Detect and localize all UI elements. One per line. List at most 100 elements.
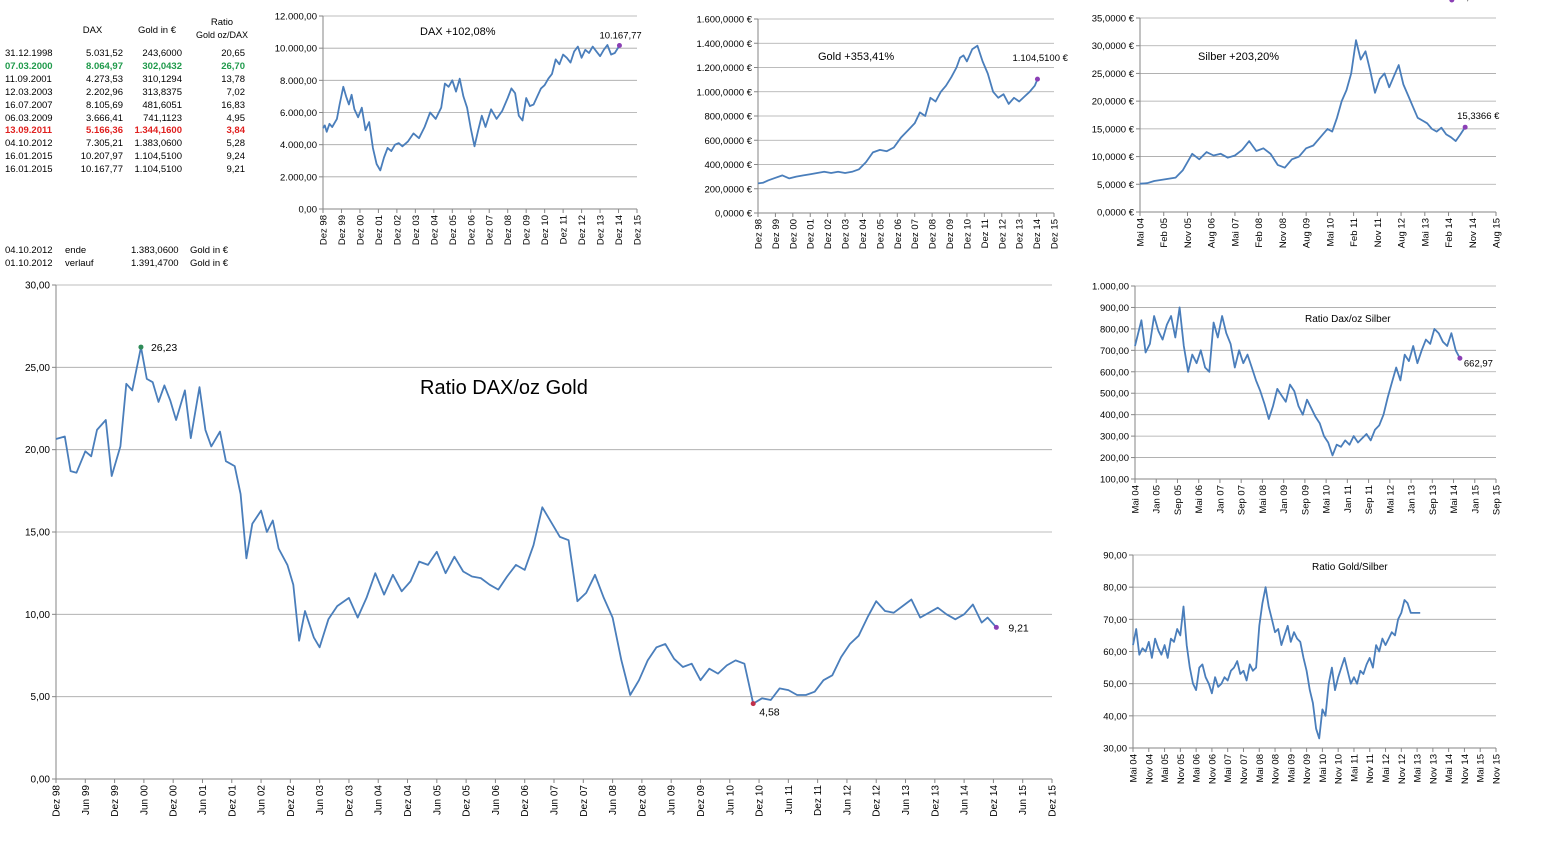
y-tick-label: 2.000,00: [280, 172, 317, 183]
y-tick-label: 12.000,00: [275, 12, 317, 23]
cell-ratio: 3,84: [226, 125, 246, 137]
y-tick-label: 800,00: [1100, 324, 1129, 335]
x-tick-label: Jun 13: [901, 785, 912, 815]
y-tick-label: 30,00: [1103, 744, 1127, 755]
x-tick-label: Mai 06: [1192, 754, 1203, 783]
y-tick-label: 0,00: [31, 775, 51, 786]
x-tick-label: Dez 00: [788, 219, 799, 249]
x-tick-label: Dez 99: [771, 219, 782, 249]
series-line: [55, 346, 997, 705]
header-dax: DAX: [82, 25, 103, 36]
x-tick-label: Jun 99: [81, 785, 92, 815]
y-tick-label: 40,00: [1103, 711, 1127, 722]
x-tick-label: Dez 06: [520, 785, 531, 817]
x-tick-label: Nov 08: [1271, 754, 1282, 784]
x-tick-label: Dez 14: [614, 215, 625, 245]
x-tick-label: Mai 14: [1444, 754, 1455, 783]
y-tick-label: 10.000,00: [275, 44, 317, 55]
x-tick-label: Nov 14: [1468, 218, 1479, 248]
x-tick-label: Aug 12: [1397, 218, 1408, 248]
cell-ratio: 16,83: [221, 99, 245, 111]
x-tick-label: Dez 06: [893, 219, 904, 249]
chart-title: Gold +353,41%: [818, 51, 894, 63]
x-tick-label: Dez 09: [696, 785, 707, 817]
x-tick-label: Nov 15: [1492, 754, 1503, 784]
data-label: 72,02: [1456, 0, 1480, 3]
x-tick-label: Dez 01: [806, 219, 817, 249]
y-tick-label: 30,0000 €: [1092, 41, 1135, 52]
table-row: 04.10.2012 7.305,21 1.383,0600 5,28: [0, 138, 255, 150]
x-tick-label: Dez 05: [462, 785, 473, 817]
y-tick-label: 0,0000 €: [1097, 208, 1135, 219]
y-tick-label: 700,00: [1100, 346, 1129, 357]
chart-dax: 0,00 2.000,00 4.000,00 6.000,00 8.000,00 10.0…: [275, 12, 644, 246]
y-tick-label: 800,0000 €: [704, 112, 752, 123]
cell-ratio: 13,78: [221, 73, 245, 85]
x-tick-label: Jun 15: [1018, 785, 1029, 815]
cell-gold: 302,0432: [142, 60, 182, 72]
x-tick-label: Mai 13: [1413, 754, 1424, 783]
x-tick-label: Sep 09: [1300, 485, 1311, 515]
x-tick-label: Dez 02: [286, 785, 297, 817]
x-tick-label: Jun 00: [139, 785, 150, 815]
y-tick-label: 600,00: [1100, 367, 1129, 378]
series-line: [1139, 39, 1466, 185]
note-label: ende: [65, 245, 87, 256]
x-tick-label: Mai 14: [1449, 485, 1460, 514]
x-tick-label: Dez 15: [1050, 219, 1061, 249]
x-tick-label: Dez 12: [872, 785, 883, 817]
y-tick-label: 15,0000 €: [1092, 124, 1135, 135]
table-row: 12.03.2003 2.202,96 313,8375 7,02: [0, 87, 255, 99]
y-tick-label: 400,00: [1100, 410, 1129, 421]
x-tick-label: Dez 12: [997, 219, 1008, 249]
data-label: 10.167,77: [599, 30, 641, 41]
x-tick-label: Mai 07: [1230, 218, 1241, 247]
x-tick-label: Mai 08: [1258, 485, 1269, 514]
x-tick-label: Jan 07: [1215, 485, 1226, 514]
cell-gold: 741,1123: [143, 112, 182, 124]
x-tick-label: Dez 13: [1015, 219, 1026, 249]
x-tick-label: Mai 04: [1136, 218, 1147, 247]
x-tick-label: Nov 13: [1428, 754, 1439, 784]
note-row: 01.10.2012 verlauf 1.391,4700 Gold in €: [0, 258, 240, 270]
table-row: 16.07.2007 8.105,69 481,6051 16,83: [0, 100, 255, 112]
data-label: 4,58: [759, 707, 780, 719]
x-tick-label: Feb 14: [1444, 218, 1455, 248]
note-date: 04.10.2012: [5, 245, 53, 256]
x-tick-label: Nov 06: [1207, 754, 1218, 784]
data-marker: [138, 344, 144, 350]
cell-date: 11.09.2001: [5, 73, 52, 85]
x-tick-label: Nov 11: [1365, 754, 1376, 783]
x-tick-label: Dez 98: [319, 215, 330, 245]
cell-dax: 3.666,41: [86, 112, 123, 124]
cell-dax: 5.031,52: [86, 48, 123, 59]
cell-date: 16.01.2015: [5, 151, 53, 163]
y-tick-label: 20,00: [25, 445, 50, 456]
y-tick-label: 25,0000 €: [1092, 69, 1135, 80]
x-tick-label: Dez 07: [579, 785, 590, 817]
x-tick-label: Jun 11: [784, 785, 795, 815]
x-tick-label: Sep 15: [1492, 485, 1503, 515]
note-unit: Gold in €: [190, 245, 229, 256]
y-tick-label: 5,0000 €: [1097, 180, 1135, 191]
x-tick-label: Feb 05: [1159, 218, 1170, 248]
y-tick-label: 30,00: [25, 281, 50, 292]
cell-gold: 1.383,0600: [134, 138, 182, 150]
cell-gold: 243,6000: [142, 48, 182, 59]
data-label: 26,23: [151, 342, 177, 354]
cell-ratio: 9,21: [226, 164, 246, 176]
x-tick-label: Mai 10: [1318, 754, 1329, 783]
x-tick-label: Jun 10: [725, 785, 736, 815]
x-tick-label: Sep 11: [1364, 485, 1375, 514]
cell-ratio: 4,95: [226, 112, 246, 124]
x-tick-label: Dez 15: [633, 215, 644, 245]
y-tick-label: 80,00: [1103, 583, 1127, 594]
x-tick-label: Dez 14: [989, 785, 1000, 817]
y-tick-label: 200,00: [1100, 453, 1129, 464]
x-tick-label: Jun 09: [667, 785, 678, 815]
x-tick-label: Dez 08: [928, 219, 939, 249]
x-tick-label: Nov 11: [1373, 218, 1384, 247]
data-table: DAX Gold in € Ratio Gold oz/DAX 31.12.19…: [0, 0, 260, 280]
x-tick-label: Sep 13: [1428, 485, 1439, 515]
